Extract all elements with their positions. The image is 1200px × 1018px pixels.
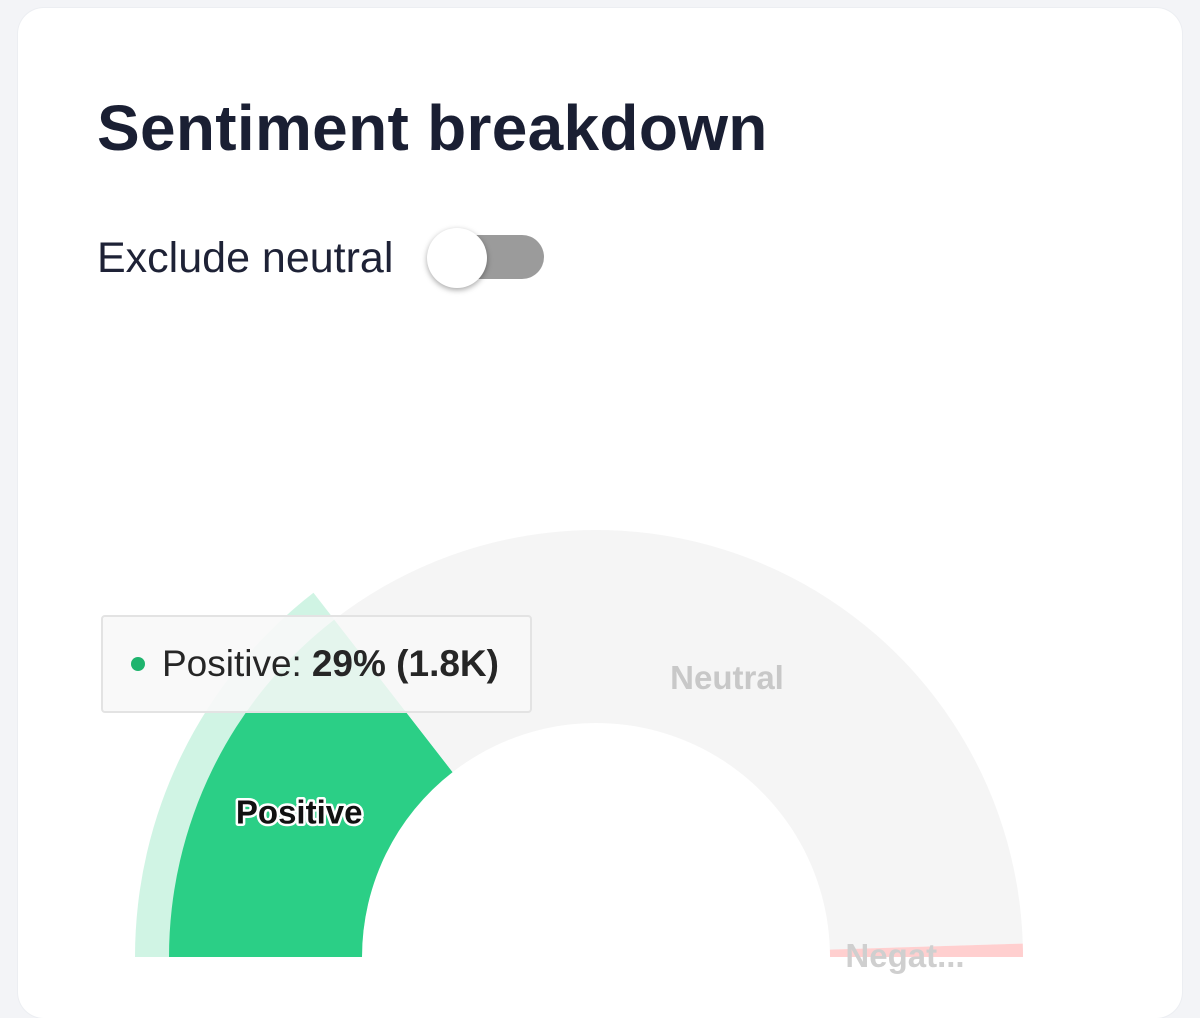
slice-neutral[interactable]	[334, 529, 1023, 950]
card-title: Sentiment breakdown	[97, 92, 768, 164]
tooltip-series-name: Positive:	[162, 643, 302, 684]
slice-label-positive: Positive	[236, 794, 363, 831]
slice-label-neutral: Neutral	[670, 659, 784, 696]
slice-label-negative: Negat...	[845, 937, 964, 974]
slice-negative[interactable]	[829, 943, 1023, 957]
chart-tooltip: Positive: 29% (1.8K)	[101, 615, 532, 713]
exclude-neutral-label: Exclude neutral	[97, 234, 394, 282]
exclude-neutral-row: Exclude neutral	[97, 228, 547, 288]
sentiment-half-donut-chart: Positive Neutral Negat...	[135, 529, 1023, 974]
toggle-knob[interactable]	[427, 228, 488, 288]
tooltip-series-dot	[131, 657, 145, 671]
exclude-neutral-toggle[interactable]	[425, 228, 547, 288]
tooltip-series-value: 29% (1.8K)	[311, 643, 499, 684]
